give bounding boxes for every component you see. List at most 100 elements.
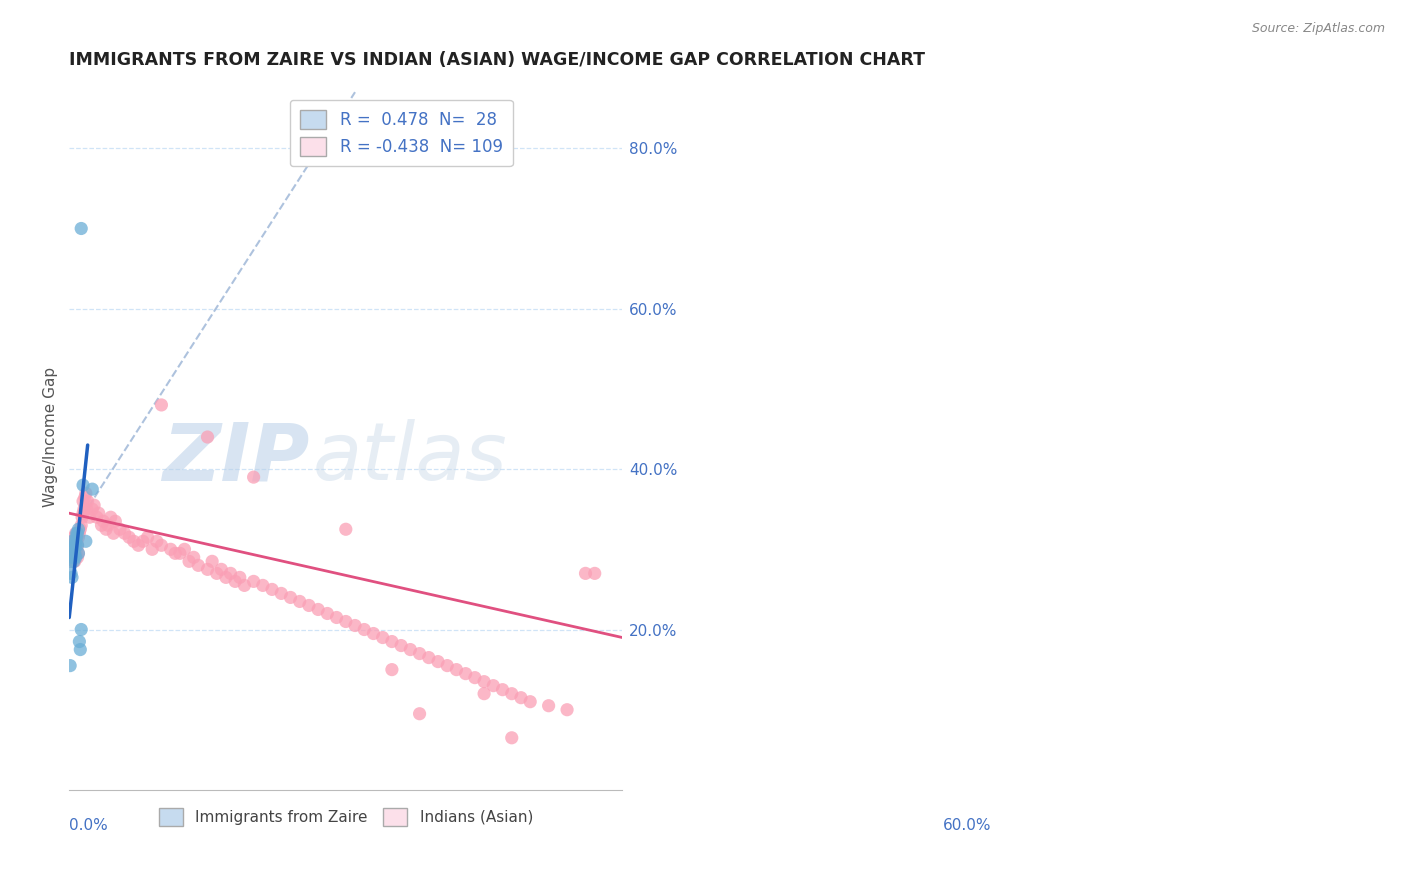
- Point: [132, 534, 155, 549]
- Point: [201, 554, 224, 568]
- Point: [65, 526, 87, 541]
- Point: [60, 546, 83, 560]
- Point: [183, 550, 205, 565]
- Point: [205, 566, 228, 581]
- Point: [146, 534, 169, 549]
- Point: [73, 502, 96, 516]
- Point: [209, 562, 232, 576]
- Point: [219, 566, 242, 581]
- Point: [73, 490, 96, 504]
- Point: [65, 530, 87, 544]
- Point: [93, 514, 115, 528]
- Point: [454, 666, 477, 681]
- Point: [363, 626, 385, 640]
- Point: [65, 538, 87, 552]
- Point: [60, 570, 83, 584]
- Point: [100, 510, 122, 524]
- Point: [65, 534, 87, 549]
- Point: [389, 639, 412, 653]
- Point: [371, 631, 394, 645]
- Point: [60, 538, 83, 552]
- Point: [83, 498, 105, 512]
- Text: atlas: atlas: [312, 419, 508, 497]
- Point: [103, 526, 125, 541]
- Point: [472, 687, 495, 701]
- Point: [63, 554, 86, 568]
- Point: [65, 550, 87, 565]
- Point: [97, 518, 120, 533]
- Point: [229, 570, 252, 584]
- Point: [501, 731, 523, 745]
- Point: [60, 554, 83, 568]
- Point: [72, 478, 94, 492]
- Text: Source: ZipAtlas.com: Source: ZipAtlas.com: [1251, 22, 1385, 36]
- Point: [67, 634, 90, 648]
- Point: [169, 546, 191, 560]
- Point: [86, 510, 108, 524]
- Point: [62, 534, 84, 549]
- Point: [62, 542, 84, 557]
- Point: [60, 566, 83, 581]
- Point: [72, 494, 94, 508]
- Point: [118, 530, 141, 544]
- Point: [122, 534, 145, 549]
- Point: [270, 586, 292, 600]
- Point: [501, 687, 523, 701]
- Point: [446, 663, 468, 677]
- Point: [215, 570, 238, 584]
- Point: [197, 562, 219, 576]
- Point: [62, 550, 84, 565]
- Point: [63, 542, 86, 557]
- Point: [381, 634, 404, 648]
- Text: 60.0%: 60.0%: [942, 818, 991, 833]
- Point: [408, 706, 430, 721]
- Point: [177, 554, 200, 568]
- Point: [70, 623, 93, 637]
- Point: [173, 542, 195, 557]
- Point: [491, 682, 513, 697]
- Point: [510, 690, 533, 705]
- Point: [537, 698, 560, 713]
- Point: [408, 647, 430, 661]
- Point: [583, 566, 606, 581]
- Point: [66, 538, 89, 552]
- Point: [76, 502, 98, 516]
- Point: [60, 534, 83, 549]
- Point: [307, 602, 329, 616]
- Text: IMMIGRANTS FROM ZAIRE VS INDIAN (ASIAN) WAGE/INCOME GAP CORRELATION CHART: IMMIGRANTS FROM ZAIRE VS INDIAN (ASIAN) …: [69, 51, 925, 69]
- Point: [399, 642, 422, 657]
- Point: [114, 526, 136, 541]
- Point: [69, 642, 91, 657]
- Point: [252, 578, 274, 592]
- Point: [67, 546, 90, 560]
- Point: [104, 514, 127, 528]
- Point: [70, 510, 93, 524]
- Point: [63, 538, 86, 552]
- Point: [63, 546, 86, 560]
- Point: [242, 470, 264, 484]
- Point: [72, 506, 94, 520]
- Point: [288, 594, 311, 608]
- Text: 0.0%: 0.0%: [69, 818, 108, 833]
- Point: [482, 679, 505, 693]
- Point: [94, 522, 117, 536]
- Point: [82, 482, 104, 496]
- Point: [464, 671, 486, 685]
- Point: [62, 546, 84, 560]
- Point: [66, 550, 89, 565]
- Point: [66, 526, 89, 541]
- Point: [136, 530, 159, 544]
- Point: [65, 546, 87, 560]
- Point: [59, 658, 82, 673]
- Legend: Immigrants from Zaire, Indians (Asian): Immigrants from Zaire, Indians (Asian): [152, 802, 538, 831]
- Point: [335, 615, 357, 629]
- Point: [127, 538, 149, 552]
- Point: [260, 582, 283, 597]
- Point: [427, 655, 450, 669]
- Point: [70, 518, 93, 533]
- Point: [159, 542, 181, 557]
- Point: [335, 522, 357, 536]
- Point: [76, 494, 98, 508]
- Point: [165, 546, 187, 560]
- Point: [141, 542, 163, 557]
